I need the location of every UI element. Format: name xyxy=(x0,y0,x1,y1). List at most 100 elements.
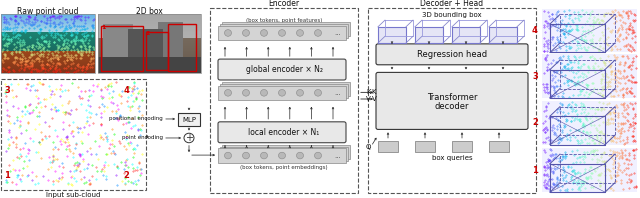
Bar xyxy=(98,14,201,15)
Bar xyxy=(98,18,201,19)
Bar xyxy=(98,44,201,45)
Bar xyxy=(98,17,201,18)
Bar xyxy=(98,43,201,44)
Circle shape xyxy=(260,89,268,96)
Bar xyxy=(1,62,95,63)
Bar xyxy=(98,27,201,28)
Bar xyxy=(542,54,637,98)
Bar xyxy=(1,64,95,65)
Bar xyxy=(220,147,348,161)
Bar xyxy=(103,24,133,71)
Circle shape xyxy=(296,89,303,96)
FancyBboxPatch shape xyxy=(218,59,346,80)
Bar xyxy=(98,66,201,67)
Bar xyxy=(1,52,95,53)
Bar xyxy=(1,17,95,18)
Bar xyxy=(98,40,201,41)
Bar xyxy=(98,69,201,70)
Bar xyxy=(1,66,95,67)
Bar xyxy=(168,24,196,71)
Text: 2: 2 xyxy=(146,31,150,36)
Bar xyxy=(489,141,509,152)
Bar xyxy=(1,30,95,31)
Bar xyxy=(128,29,163,73)
Bar xyxy=(415,141,435,152)
Bar xyxy=(1,43,95,44)
Bar xyxy=(1,18,95,19)
Bar xyxy=(222,22,350,36)
Bar xyxy=(1,59,95,60)
Bar xyxy=(98,56,201,57)
Bar xyxy=(158,22,183,71)
Bar xyxy=(1,47,95,48)
Bar xyxy=(542,148,637,192)
Text: +: + xyxy=(185,133,193,143)
Circle shape xyxy=(243,89,250,96)
Bar xyxy=(98,51,201,52)
Bar xyxy=(98,47,201,48)
Bar xyxy=(1,50,95,51)
Bar xyxy=(1,37,95,38)
Bar xyxy=(1,54,95,55)
Bar xyxy=(1,48,95,49)
Bar xyxy=(98,36,201,37)
FancyBboxPatch shape xyxy=(218,122,346,143)
Text: ...: ... xyxy=(335,30,341,36)
Bar xyxy=(222,145,350,159)
Bar xyxy=(218,148,346,163)
Bar xyxy=(98,24,201,25)
Bar xyxy=(98,25,201,26)
Bar xyxy=(1,51,95,52)
Text: Q: Q xyxy=(365,144,371,149)
Bar xyxy=(1,33,95,34)
Text: K: K xyxy=(372,89,376,95)
Text: 1: 1 xyxy=(532,166,538,175)
Bar xyxy=(98,26,201,27)
Bar xyxy=(98,49,201,50)
Circle shape xyxy=(260,30,268,36)
Bar xyxy=(1,44,95,45)
Text: Decoder + Head: Decoder + Head xyxy=(420,0,484,9)
Bar xyxy=(1,42,95,43)
Text: global encoder × N₂: global encoder × N₂ xyxy=(246,65,323,74)
Polygon shape xyxy=(378,27,406,43)
Bar xyxy=(1,15,95,16)
Bar xyxy=(98,65,201,66)
Circle shape xyxy=(184,133,194,143)
Text: Regression head: Regression head xyxy=(417,50,487,59)
Text: (box tokens, point features): (box tokens, point features) xyxy=(246,18,322,23)
Bar xyxy=(1,72,95,73)
Bar xyxy=(98,60,201,61)
Bar xyxy=(101,26,143,71)
Circle shape xyxy=(243,30,250,36)
Bar xyxy=(1,57,95,58)
Text: point encoding: point encoding xyxy=(122,135,163,140)
Bar xyxy=(1,34,95,35)
Bar xyxy=(1,67,95,68)
Bar xyxy=(98,64,201,65)
Bar xyxy=(98,37,201,38)
Bar xyxy=(98,30,201,31)
Bar xyxy=(1,24,95,25)
Bar xyxy=(98,38,201,39)
Bar xyxy=(1,55,95,56)
Bar xyxy=(98,61,201,62)
FancyBboxPatch shape xyxy=(376,72,528,129)
Text: box queries: box queries xyxy=(432,155,472,161)
Bar xyxy=(218,26,346,40)
Text: 2: 2 xyxy=(123,171,129,181)
Bar xyxy=(98,58,201,59)
Bar xyxy=(98,32,201,33)
Bar xyxy=(98,35,201,36)
Bar xyxy=(1,46,95,47)
FancyBboxPatch shape xyxy=(376,44,528,65)
Text: 3D bounding box: 3D bounding box xyxy=(422,12,482,18)
Text: MLP: MLP xyxy=(182,117,196,123)
Bar xyxy=(1,29,95,30)
Text: Transformer: Transformer xyxy=(427,93,477,102)
Bar xyxy=(98,62,201,63)
Bar xyxy=(146,31,168,69)
Circle shape xyxy=(225,30,232,36)
Bar xyxy=(98,48,201,49)
Text: 4: 4 xyxy=(532,26,538,35)
